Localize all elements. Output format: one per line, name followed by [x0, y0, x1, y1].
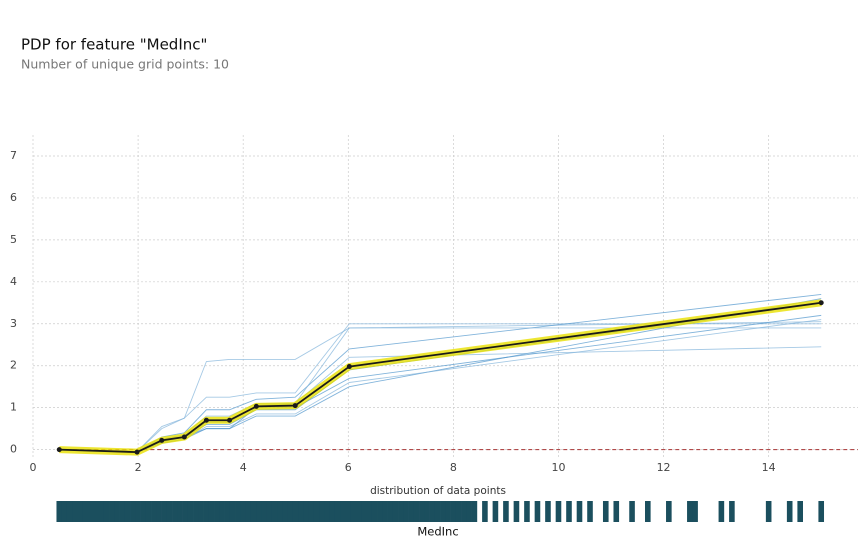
y-tick-label: 1 — [10, 401, 17, 414]
x-tick-label: 4 — [240, 461, 247, 474]
y-tick-label: 6 — [10, 191, 17, 204]
distribution-title: distribution of data points — [370, 485, 506, 497]
pdp-point — [346, 364, 352, 370]
y-tick-label: 5 — [10, 233, 17, 246]
chart-subtitle: Number of unique grid points: 10 — [21, 57, 229, 72]
y-tick-label: 3 — [10, 317, 17, 330]
pdp-point — [227, 417, 233, 423]
ice-line — [59, 302, 822, 453]
x-axis-label: MedInc — [417, 525, 458, 539]
x-tick-label: 2 — [135, 461, 142, 474]
x-tick-label: 6 — [345, 461, 352, 474]
pdp-point — [56, 447, 62, 453]
x-tick-label: 14 — [762, 461, 776, 474]
pdp-point — [134, 449, 140, 455]
x-tick-label: 8 — [450, 461, 457, 474]
pdp-point — [159, 437, 165, 443]
y-tick-label: 2 — [10, 359, 17, 372]
x-tick-label: 12 — [657, 461, 671, 474]
pdp-point — [818, 300, 824, 306]
ice-line — [59, 319, 822, 453]
x-tick-label: 10 — [551, 461, 565, 474]
pdp-point — [181, 434, 187, 440]
pdp-point — [203, 417, 209, 423]
y-tick-label: 4 — [10, 275, 17, 288]
ice-line — [59, 327, 822, 453]
x-tick-label: 0 — [30, 461, 37, 474]
ice-line — [59, 314, 822, 453]
ice-line — [59, 323, 822, 453]
chart-title: PDP for feature "MedInc" — [21, 36, 207, 54]
pdp-band — [59, 299, 822, 456]
ice-line — [59, 321, 822, 453]
pdp-line — [59, 301, 822, 454]
y-tick-label: 7 — [10, 149, 17, 162]
y-tick-label: 0 — [10, 443, 17, 456]
pdp-point — [253, 403, 259, 409]
pdp-point — [292, 403, 298, 409]
